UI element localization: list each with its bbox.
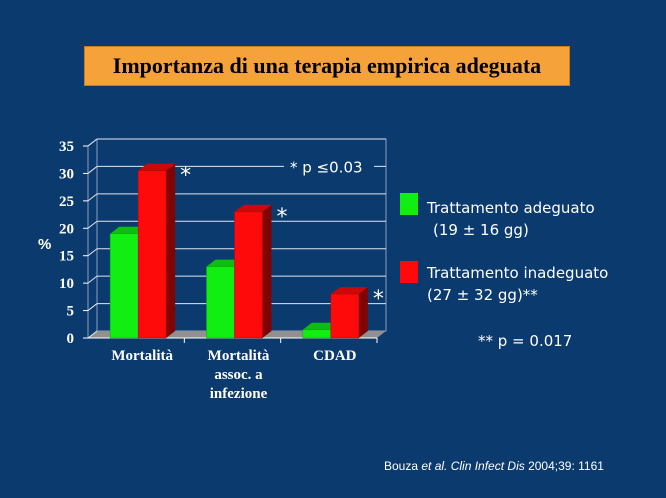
- bar-inadeguato: [330, 293, 360, 339]
- gridline-side: [87, 303, 98, 311]
- y-tick-label: 30: [59, 166, 74, 182]
- gridline-side: [87, 193, 98, 202]
- bar-adeguato: [302, 329, 332, 339]
- citation: Bouza et al. Clin Infect Dis 2004;39: 11…: [384, 459, 604, 473]
- citation-journal: Clin Infect Dis: [447, 459, 525, 473]
- gridline-side: [87, 166, 98, 174]
- legend-detail-inadeguato: (27 ± 32 gg)**: [427, 286, 538, 304]
- bar-adeguato: [109, 233, 139, 339]
- footnote-pvalue: ** p = 0.017: [478, 332, 573, 350]
- x-tick-label: infezione: [210, 386, 268, 402]
- bar-adeguato: [206, 266, 235, 339]
- y-tick-label: 10: [59, 276, 74, 292]
- gridline-side: [87, 138, 98, 147]
- x-tick-label: CDAD: [313, 348, 356, 364]
- bar-inadeguato: [234, 211, 263, 339]
- gridline-side: [87, 220, 98, 229]
- gridline-side: [87, 330, 98, 339]
- bar-side: [358, 287, 368, 338]
- y-tick-label: 15: [59, 249, 74, 265]
- y-axis-label: %: [38, 236, 51, 253]
- significance-star: *: [277, 205, 288, 230]
- legend-label-adeguato: Trattamento adeguato: [427, 199, 595, 217]
- x-tick-label: Mortalità: [111, 348, 173, 364]
- legend-detail-adeguato: (19 ± 16 gg): [433, 221, 529, 239]
- citation-etal: et al.: [421, 459, 448, 473]
- x-tick-label: Mortalità: [208, 348, 270, 364]
- significance-star: *: [180, 164, 191, 189]
- citation-author: Bouza: [384, 459, 422, 473]
- legend-label-inadeguato: Trattamento inadeguato: [427, 264, 609, 282]
- x-tick-label: assoc. a: [214, 367, 263, 383]
- bar-top: [138, 163, 176, 171]
- citation-rest: 2004;39: 1161: [524, 459, 604, 473]
- y-tick-label: 35: [59, 139, 74, 155]
- bar-inadeguato: [137, 170, 167, 339]
- y-tick-label: 5: [67, 304, 75, 320]
- gridline-side: [87, 275, 98, 284]
- annotation-bg: [284, 155, 374, 176]
- bar-top: [234, 204, 272, 212]
- slide-title: Importanza di una terapia empirica adegu…: [84, 46, 570, 86]
- legend-swatch-inadeguato: [400, 261, 418, 283]
- bar-top: [330, 287, 368, 295]
- p-value-annotation: * p ≤0.03: [290, 158, 363, 176]
- legend-swatch-adeguato: [400, 193, 418, 215]
- y-tick-label: 20: [59, 221, 74, 237]
- bar-side: [166, 163, 176, 338]
- y-tick-label: 25: [59, 194, 74, 210]
- bar-side: [262, 204, 272, 338]
- significance-star: *: [373, 287, 384, 312]
- y-tick-label: 0: [67, 331, 75, 347]
- gridline-side: [87, 248, 98, 257]
